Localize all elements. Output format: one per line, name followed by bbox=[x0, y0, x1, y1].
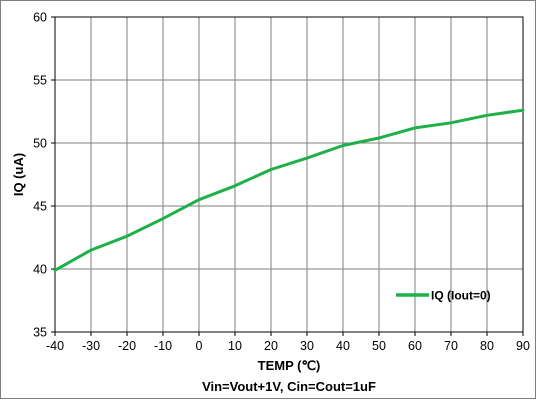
x-tick-label: 0 bbox=[196, 339, 203, 353]
y-tick-label: 40 bbox=[33, 263, 47, 277]
x-tick-label: 20 bbox=[264, 339, 278, 353]
x-tick-label: 80 bbox=[480, 339, 494, 353]
y-tick-label: 45 bbox=[33, 200, 47, 214]
x-tick-label: 40 bbox=[336, 339, 350, 353]
y-tick-label: 60 bbox=[33, 11, 47, 25]
x-tick-label: -10 bbox=[154, 339, 172, 353]
legend-label: IQ (Iout=0) bbox=[431, 289, 491, 303]
y-axis-title: IQ (uA) bbox=[11, 153, 26, 196]
y-tick-label: 35 bbox=[33, 326, 47, 340]
x-axis: -40 -30 -20 -10 0 10 20 30 40 50 60 70 80 90 bbox=[46, 332, 530, 353]
y-axis: 35 40 45 50 55 60 bbox=[33, 11, 55, 340]
x-tick-label: 50 bbox=[372, 339, 386, 353]
x-tick-label: 10 bbox=[228, 339, 242, 353]
legend: IQ (Iout=0) bbox=[396, 289, 491, 303]
plot-area bbox=[54, 16, 524, 333]
series-line bbox=[53, 108, 525, 272]
x-tick-label: 90 bbox=[516, 339, 530, 353]
x-tick-label: 70 bbox=[444, 339, 458, 353]
y-tick-label: 55 bbox=[33, 74, 47, 88]
x-tick-label: -20 bbox=[118, 339, 136, 353]
chart-caption: Vin=Vout+1V, Cin=Cout=1uF bbox=[202, 379, 376, 394]
x-tick-label: -40 bbox=[46, 339, 64, 353]
y-tick-label: 50 bbox=[33, 137, 47, 151]
x-tick-label: 60 bbox=[408, 339, 422, 353]
x-axis-title: TEMP (℃) bbox=[258, 358, 321, 373]
series-group bbox=[53, 108, 525, 272]
grid bbox=[54, 16, 524, 333]
x-tick-label: -30 bbox=[82, 339, 100, 353]
x-tick-label: 30 bbox=[300, 339, 314, 353]
